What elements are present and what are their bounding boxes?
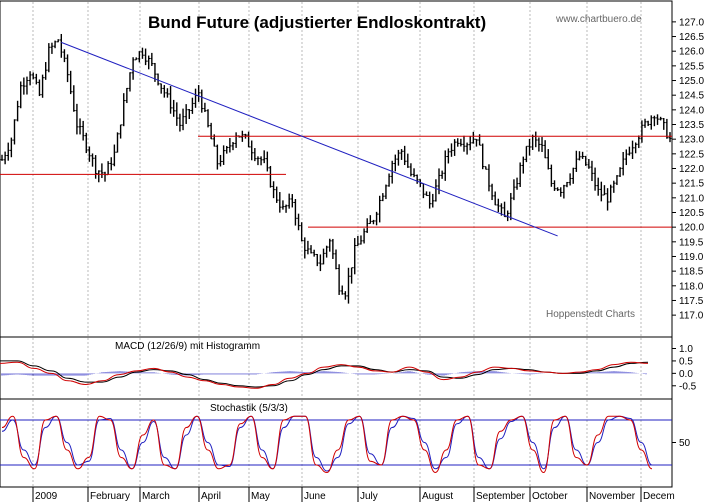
y-tick-label: 122.5	[679, 149, 704, 160]
stochastic-label: Stochastik (5/3/3)	[210, 403, 288, 414]
y-tick-label: 50	[679, 438, 691, 449]
y-tick-label: 117.5	[679, 296, 704, 307]
y-tick-label: 122.0	[679, 164, 704, 175]
y-tick-label: 119.0	[679, 252, 704, 263]
y-tick-label: 0.5	[679, 356, 693, 367]
month-label: July	[360, 491, 378, 502]
y-tick-label: 126.0	[679, 47, 704, 58]
y-tick-label: 126.5	[679, 32, 704, 43]
y-tick-label: 124.0	[679, 105, 704, 116]
month-label: September	[476, 491, 526, 502]
month-label: March	[142, 491, 170, 502]
macd-grid	[32, 338, 642, 398]
month-label: Decem	[643, 491, 675, 502]
source-top: www.chartbuero.de	[555, 14, 642, 25]
macd-lines	[0, 360, 649, 389]
macd-label: MACD (12/26/9) mit Histogramm	[115, 341, 260, 352]
chart-title: Bund Future (adjustierter Endloskontrakt…	[148, 13, 486, 32]
stochastic-k-line	[1, 415, 653, 474]
macd-panel-frame	[0, 336, 673, 400]
stochastic-panel: 50 Stochastik (5/3/3)	[0, 398, 691, 488]
month-label: 2009	[35, 491, 58, 502]
month-axis: 2009 February March April May June July August S…	[0, 486, 675, 502]
macd-y-axis: 1.00.5 0.0-0.5	[672, 344, 697, 392]
month-label: June	[304, 491, 326, 502]
price-bars	[0, 33, 672, 304]
price-panel: 127.0 126.5 126.0 125.5 125.0 124.5 124.0 123.5…	[0, 0, 704, 338]
y-tick-label: 117.0	[679, 311, 704, 322]
y-tick-label: 120.0	[679, 223, 704, 234]
y-tick-label: 125.0	[679, 76, 704, 87]
month-label: October	[532, 491, 568, 502]
y-tick-label: 127.0	[679, 17, 704, 28]
y-tick-label: 118.0	[679, 281, 704, 292]
stochastic-y-axis: 50	[672, 438, 691, 449]
y-tick-label: 0.0	[679, 369, 693, 380]
y-tick-label: 120.5	[679, 208, 704, 219]
macd-signal-line	[0, 360, 649, 388]
downtrend-line	[61, 41, 558, 237]
y-tick-label: 118.5	[679, 267, 704, 278]
macd-line	[0, 361, 649, 389]
price-panel-frame	[0, 0, 673, 338]
y-tick-label: 1.0	[679, 344, 693, 355]
y-tick-label: 123.0	[679, 135, 704, 146]
month-label: May	[251, 491, 270, 502]
y-tick-label: 119.5	[679, 237, 704, 248]
y-tick-label: 124.5	[679, 91, 704, 102]
stochastic-lines	[0, 415, 672, 474]
macd-panel: 1.00.5 0.0-0.5 MACD (12/26/9) mit Histogr…	[0, 336, 697, 400]
y-tick-label: 121.5	[679, 179, 704, 190]
y-tick-label: -0.5	[679, 381, 697, 392]
support-resistance-lines	[0, 41, 672, 237]
month-label: February	[90, 491, 130, 502]
price-y-axis: 127.0 126.5 126.0 125.5 125.0 124.5 124.0 123.5…	[672, 17, 704, 322]
month-label: April	[201, 491, 221, 502]
y-tick-label: 125.5	[679, 61, 704, 72]
month-label: August	[422, 491, 453, 502]
y-tick-label: 121.0	[679, 193, 704, 204]
source-bottom: Hoppenstedt Charts	[546, 309, 635, 320]
macd-histogram	[1, 371, 647, 376]
y-tick-label: 123.5	[679, 120, 704, 131]
stochastic-d-line	[1, 415, 653, 472]
month-label: November	[589, 491, 636, 502]
price-grid	[32, 2, 642, 336]
